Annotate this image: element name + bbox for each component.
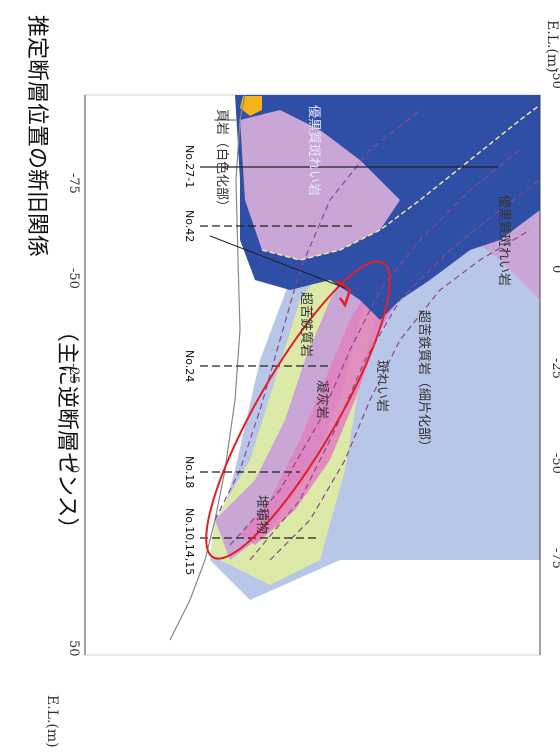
axis-right: -50 0 -25 -50 -75 <box>539 68 560 655</box>
leader-line <box>209 235 346 289</box>
borehole-label: No.24 <box>183 350 196 382</box>
borehole-label: No.18 <box>183 456 196 488</box>
borehole-label: No.27-1 <box>183 145 196 188</box>
highlight-ellipse <box>205 260 391 560</box>
svg-text:-25: -25 <box>549 358 560 379</box>
highlight-marker <box>334 278 352 308</box>
label-gabbro-upper: 優黒質斑れい岩 <box>306 105 321 196</box>
borehole-label: No.42 <box>183 210 196 242</box>
fault-lines <box>214 109 541 561</box>
layer-ultramafic-upper <box>240 110 400 260</box>
borehole-label: No.10,14,15 <box>183 508 196 575</box>
layer-deposit <box>240 96 262 116</box>
fault-line-main <box>261 104 541 261</box>
title-line2: （主に逆断層センス） <box>54 320 79 540</box>
boreholes <box>200 166 498 539</box>
el-label-right: E.L.(m) <box>544 20 560 73</box>
svg-text:-25: -25 <box>66 363 81 384</box>
svg-text:-50: -50 <box>66 268 81 289</box>
label-ultramafic-fine: 超苦鉄質岩（細片化部） <box>416 310 432 453</box>
svg-text:-75: -75 <box>66 173 81 194</box>
label-shale: 頁岩（白色化部） <box>214 109 230 213</box>
axis-left: 50 0 -25 -50 -75 <box>66 95 86 657</box>
svg-text:0: 0 <box>549 265 560 273</box>
label-ultramafic: 超苦鉄質岩 <box>298 292 314 357</box>
label-tuff: 凝灰岩 <box>314 380 330 419</box>
label-gabbro-lower: 優黒質斑れい岩 <box>496 195 511 286</box>
label-gabbro: 斑れい岩 <box>374 360 389 412</box>
svg-text:-50: -50 <box>549 68 560 89</box>
el-label-left: E.L.(m) <box>44 695 60 748</box>
ground-surface <box>169 94 246 641</box>
svg-text:-75: -75 <box>549 548 560 569</box>
label-deposit: 堆積物 <box>254 495 269 534</box>
svg-text:0: 0 <box>66 465 81 473</box>
svg-text:-50: -50 <box>549 453 560 474</box>
layer-pink-band <box>240 140 540 545</box>
title-line1: 推定断層位置の新旧関係 <box>24 15 49 257</box>
svg-text:50: 50 <box>66 640 81 657</box>
